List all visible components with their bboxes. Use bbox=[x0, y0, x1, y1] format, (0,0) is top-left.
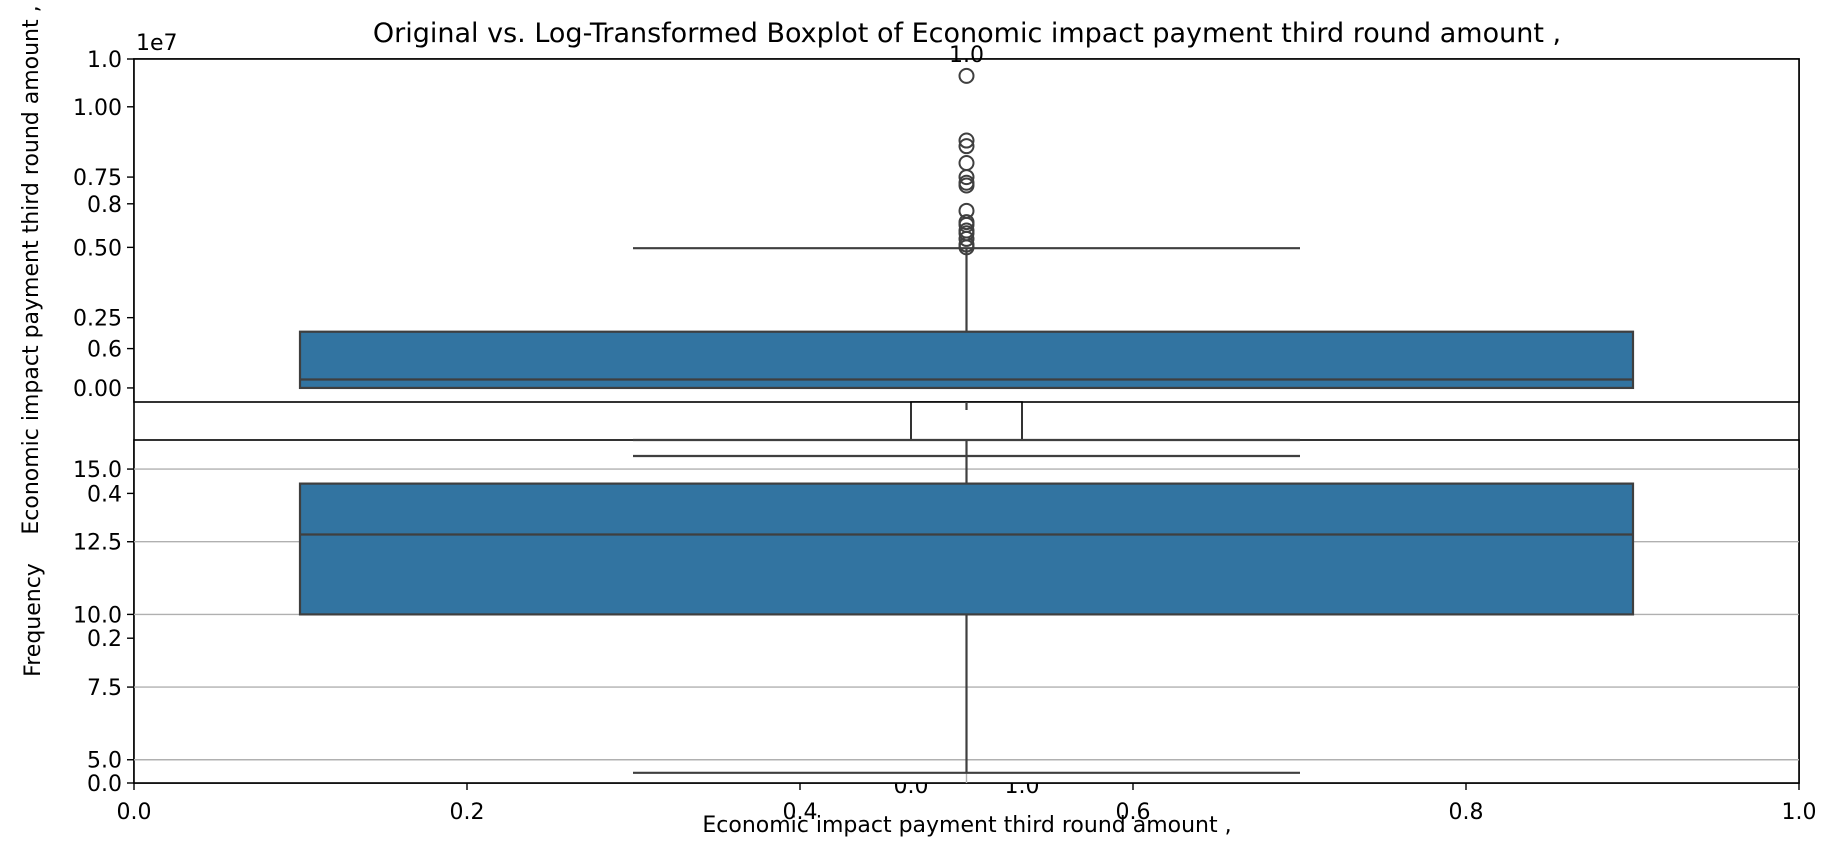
background-y-tick-label: 0.6 bbox=[87, 338, 122, 363]
outlier-point bbox=[958, 230, 975, 247]
original-y-label: Economic impact payment third round amou… bbox=[19, 5, 44, 534]
original-y-tick-label: 0.25 bbox=[73, 307, 122, 332]
original-boxplot bbox=[298, 247, 1635, 390]
outlier-point bbox=[958, 132, 975, 149]
background-x-tick-label: 0.8 bbox=[1449, 800, 1484, 825]
log-boxplot bbox=[298, 402, 1635, 774]
original-y-tick-label: 0.00 bbox=[73, 377, 122, 402]
log-y-tick-label: 10.0 bbox=[73, 603, 122, 628]
background-x-tick-label: 0.4 bbox=[783, 800, 818, 825]
background-x-tick-label: 0.6 bbox=[1116, 800, 1151, 825]
background-x-tick-label: 0.2 bbox=[450, 800, 485, 825]
background-x-ticks: 0.0 0.2 0.4 0.6 0.8 1.0 bbox=[117, 783, 1817, 825]
outlier-point bbox=[958, 169, 975, 186]
log-box bbox=[298, 482, 1635, 616]
background-y-ticks: 0.0 0.2 0.4 0.6 0.8 1.0 bbox=[87, 48, 134, 797]
outlier-point bbox=[958, 177, 975, 194]
original-y-tick-label: 0.50 bbox=[73, 236, 122, 261]
original-offset-text: 1e7 bbox=[136, 31, 178, 56]
original-outliers bbox=[958, 67, 975, 256]
log-y-tick-label: 12.5 bbox=[73, 531, 122, 556]
background-y-tick-label: 0.2 bbox=[87, 627, 122, 652]
log-y-tick-label: 7.5 bbox=[87, 676, 122, 701]
x-axis-label: Economic impact payment third round amou… bbox=[702, 813, 1231, 838]
chart-title: Original vs. Log-Transformed Boxplot of … bbox=[373, 18, 1561, 49]
outlier-point bbox=[958, 67, 975, 84]
log-y-tick-label: 15.0 bbox=[73, 458, 122, 483]
background-x-tick-label: 1.0 bbox=[1782, 800, 1817, 825]
original-boxplot-axes: 0.00 0.25 0.50 0.75 1.00 1e7 Economic impact… bbox=[19, 5, 1800, 535]
background-y-tick-label: 1.0 bbox=[87, 48, 122, 73]
background-y-tick-label: 0.0 bbox=[87, 772, 122, 797]
background-x-tick-label: 0.0 bbox=[117, 800, 152, 825]
background-y-tick-label: 0.4 bbox=[87, 482, 122, 507]
log-y-ticks: 5.0 7.5 10.0 12.5 15.0 bbox=[73, 458, 134, 774]
outlier-point bbox=[958, 138, 975, 155]
original-y-tick-label: 1.00 bbox=[73, 96, 122, 121]
background-y-tick-label: 0.8 bbox=[87, 193, 122, 218]
background-y-label: Frequency bbox=[21, 563, 46, 677]
log-y-tick-label: 5.0 bbox=[87, 749, 122, 774]
log-boxplot-axes: 5.0 7.5 10.0 12.5 15.0 bbox=[73, 402, 1800, 784]
original-y-tick-label: 0.75 bbox=[73, 166, 122, 191]
original-y-ticks: 0.00 0.25 0.50 0.75 1.00 bbox=[73, 96, 134, 402]
inset-top-tick-label: 1.0 bbox=[949, 43, 984, 68]
outlier-point bbox=[958, 239, 975, 256]
